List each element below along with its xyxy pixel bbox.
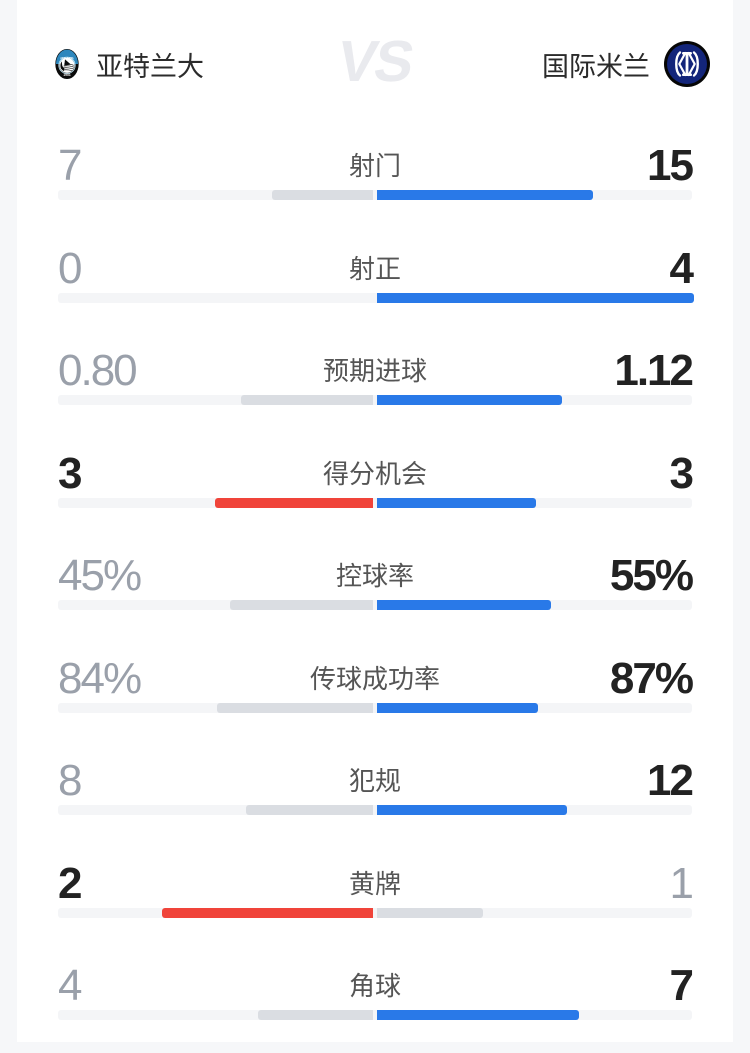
svg-text:ATALANTA: ATALANTA [60,57,74,60]
svg-text:1901: 1901 [63,73,71,77]
